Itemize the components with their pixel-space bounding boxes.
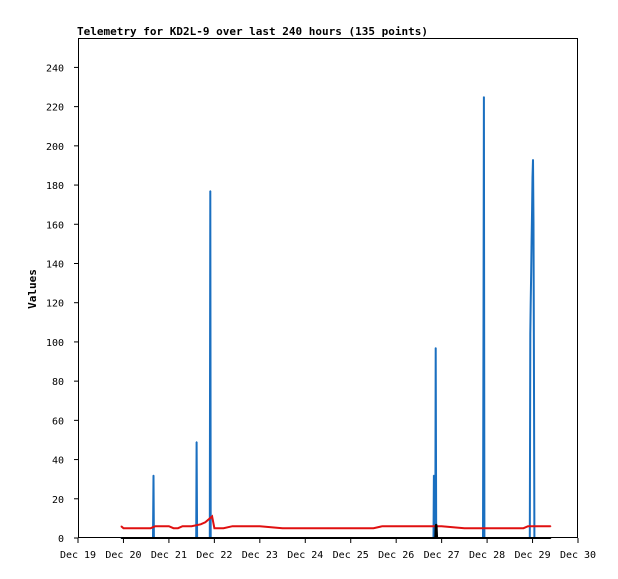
data-point — [530, 302, 532, 304]
y-tick-label: 200 — [46, 142, 64, 153]
data-point — [531, 176, 534, 178]
y-tick-label: 80 — [52, 377, 64, 388]
x-tick-label: Dec 24 — [287, 550, 323, 561]
data-point — [181, 525, 184, 527]
y-tick-label: 240 — [46, 63, 64, 74]
data-point — [168, 525, 170, 527]
data-point — [259, 525, 261, 527]
data-point — [177, 527, 179, 529]
y-tick-label: 100 — [46, 338, 64, 349]
data-point — [204, 521, 206, 523]
x-tick-label: Dec 30 — [560, 550, 596, 561]
data-point — [436, 525, 438, 527]
y-tick-label: 140 — [46, 259, 64, 270]
x-tick-label: Dec 23 — [242, 550, 278, 561]
axis-layer: 0 20 40 60 80 100 120 140 160 180 200 220 240 Dec 19 D… — [46, 63, 596, 561]
data-point — [209, 517, 211, 520]
x-tick-label: Dec 27 — [424, 550, 460, 561]
x-tick-label: Dec 28 — [469, 550, 505, 561]
data-point — [191, 525, 193, 527]
data-point — [483, 96, 485, 98]
data-point — [435, 523, 437, 525]
data-point — [418, 525, 420, 527]
data-point — [209, 190, 211, 192]
data-point — [532, 223, 535, 225]
y-tick-label: 60 — [52, 416, 64, 427]
data-point — [281, 527, 284, 529]
data-point — [550, 537, 552, 539]
x-tick-label: Dec 26 — [378, 550, 414, 561]
data-point — [531, 208, 533, 210]
data-point — [152, 474, 155, 476]
x-tick-label: Dec 19 — [60, 550, 96, 561]
data-point — [533, 349, 535, 351]
data-point — [532, 159, 534, 161]
data-point — [529, 333, 531, 335]
data-point — [436, 537, 438, 539]
data-point — [213, 527, 215, 529]
plot-area — [78, 38, 578, 538]
data-point — [435, 525, 437, 527]
y-tick-label: 40 — [52, 456, 64, 467]
y-axis-label: Values — [26, 269, 39, 309]
y-tick-label: 0 — [58, 534, 64, 545]
series-line — [121, 524, 551, 539]
data-point — [211, 515, 213, 518]
x-tick-label: Dec 20 — [105, 550, 141, 561]
data-point — [427, 537, 429, 539]
y-tick-label: 160 — [46, 220, 64, 231]
series-series_b — [120, 514, 552, 530]
data-point — [530, 270, 532, 272]
x-tick-label: Dec 29 — [514, 550, 550, 561]
data-point — [206, 519, 209, 522]
data-point — [381, 525, 384, 527]
data-point — [350, 527, 352, 529]
data-point — [522, 527, 525, 529]
data-point — [120, 537, 122, 539]
data-point — [222, 527, 225, 529]
data-point — [327, 527, 329, 529]
data-point — [527, 525, 529, 527]
x-tick-label: Dec 22 — [196, 550, 232, 561]
data-point — [131, 527, 134, 529]
data-point — [434, 537, 436, 539]
y-tick-label: 220 — [46, 103, 64, 114]
data-point — [435, 347, 437, 349]
data-point — [304, 527, 306, 529]
data-point — [141, 527, 143, 529]
y-tick-label: 120 — [46, 299, 64, 310]
data-point — [122, 527, 125, 529]
series-line — [120, 514, 551, 530]
x-tick-label: Dec 25 — [333, 550, 369, 561]
data-point — [236, 525, 238, 527]
data-point — [241, 525, 243, 527]
data-point — [172, 527, 175, 529]
data-point — [120, 525, 122, 527]
data-point — [231, 525, 234, 527]
y-tick-label: 180 — [46, 181, 64, 192]
data-point — [509, 527, 511, 529]
series-series_c — [120, 523, 552, 539]
data-point — [372, 527, 375, 529]
data-point — [196, 441, 198, 443]
data-point — [541, 525, 543, 527]
data-point — [154, 525, 156, 527]
data-point — [441, 525, 443, 527]
data-point — [200, 523, 202, 525]
x-tick-label: Dec 21 — [151, 550, 187, 561]
data-point — [531, 239, 533, 241]
chart-title: Telemetry for KD2L-9 over last 240 hours… — [77, 25, 428, 38]
y-tick-label: 20 — [52, 495, 64, 506]
data-point — [486, 527, 488, 529]
data-point — [463, 527, 465, 529]
data-point — [150, 527, 152, 529]
series-layer — [120, 96, 552, 539]
data-point — [550, 525, 552, 527]
data-point — [482, 317, 485, 319]
data-point — [395, 525, 397, 527]
data-point — [433, 474, 435, 476]
